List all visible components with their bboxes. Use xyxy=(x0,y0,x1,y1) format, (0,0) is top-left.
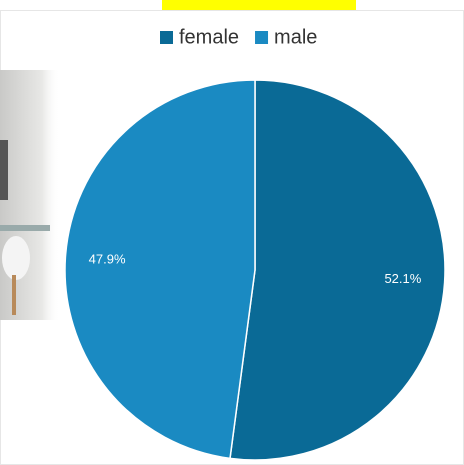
legend: female male xyxy=(160,26,317,48)
header-badge xyxy=(162,0,356,10)
value-label: 47.9% xyxy=(89,252,126,267)
pie: 52.1% 47.9% xyxy=(64,79,446,461)
pie-slice xyxy=(64,79,256,460)
value-label: 52.1% xyxy=(384,271,421,286)
pie-slice xyxy=(229,79,446,461)
legend-label: female xyxy=(179,26,239,48)
background-photo xyxy=(0,70,60,320)
legend-swatch xyxy=(255,31,269,44)
legend-swatch xyxy=(160,31,173,44)
legend-label: male xyxy=(274,26,317,48)
